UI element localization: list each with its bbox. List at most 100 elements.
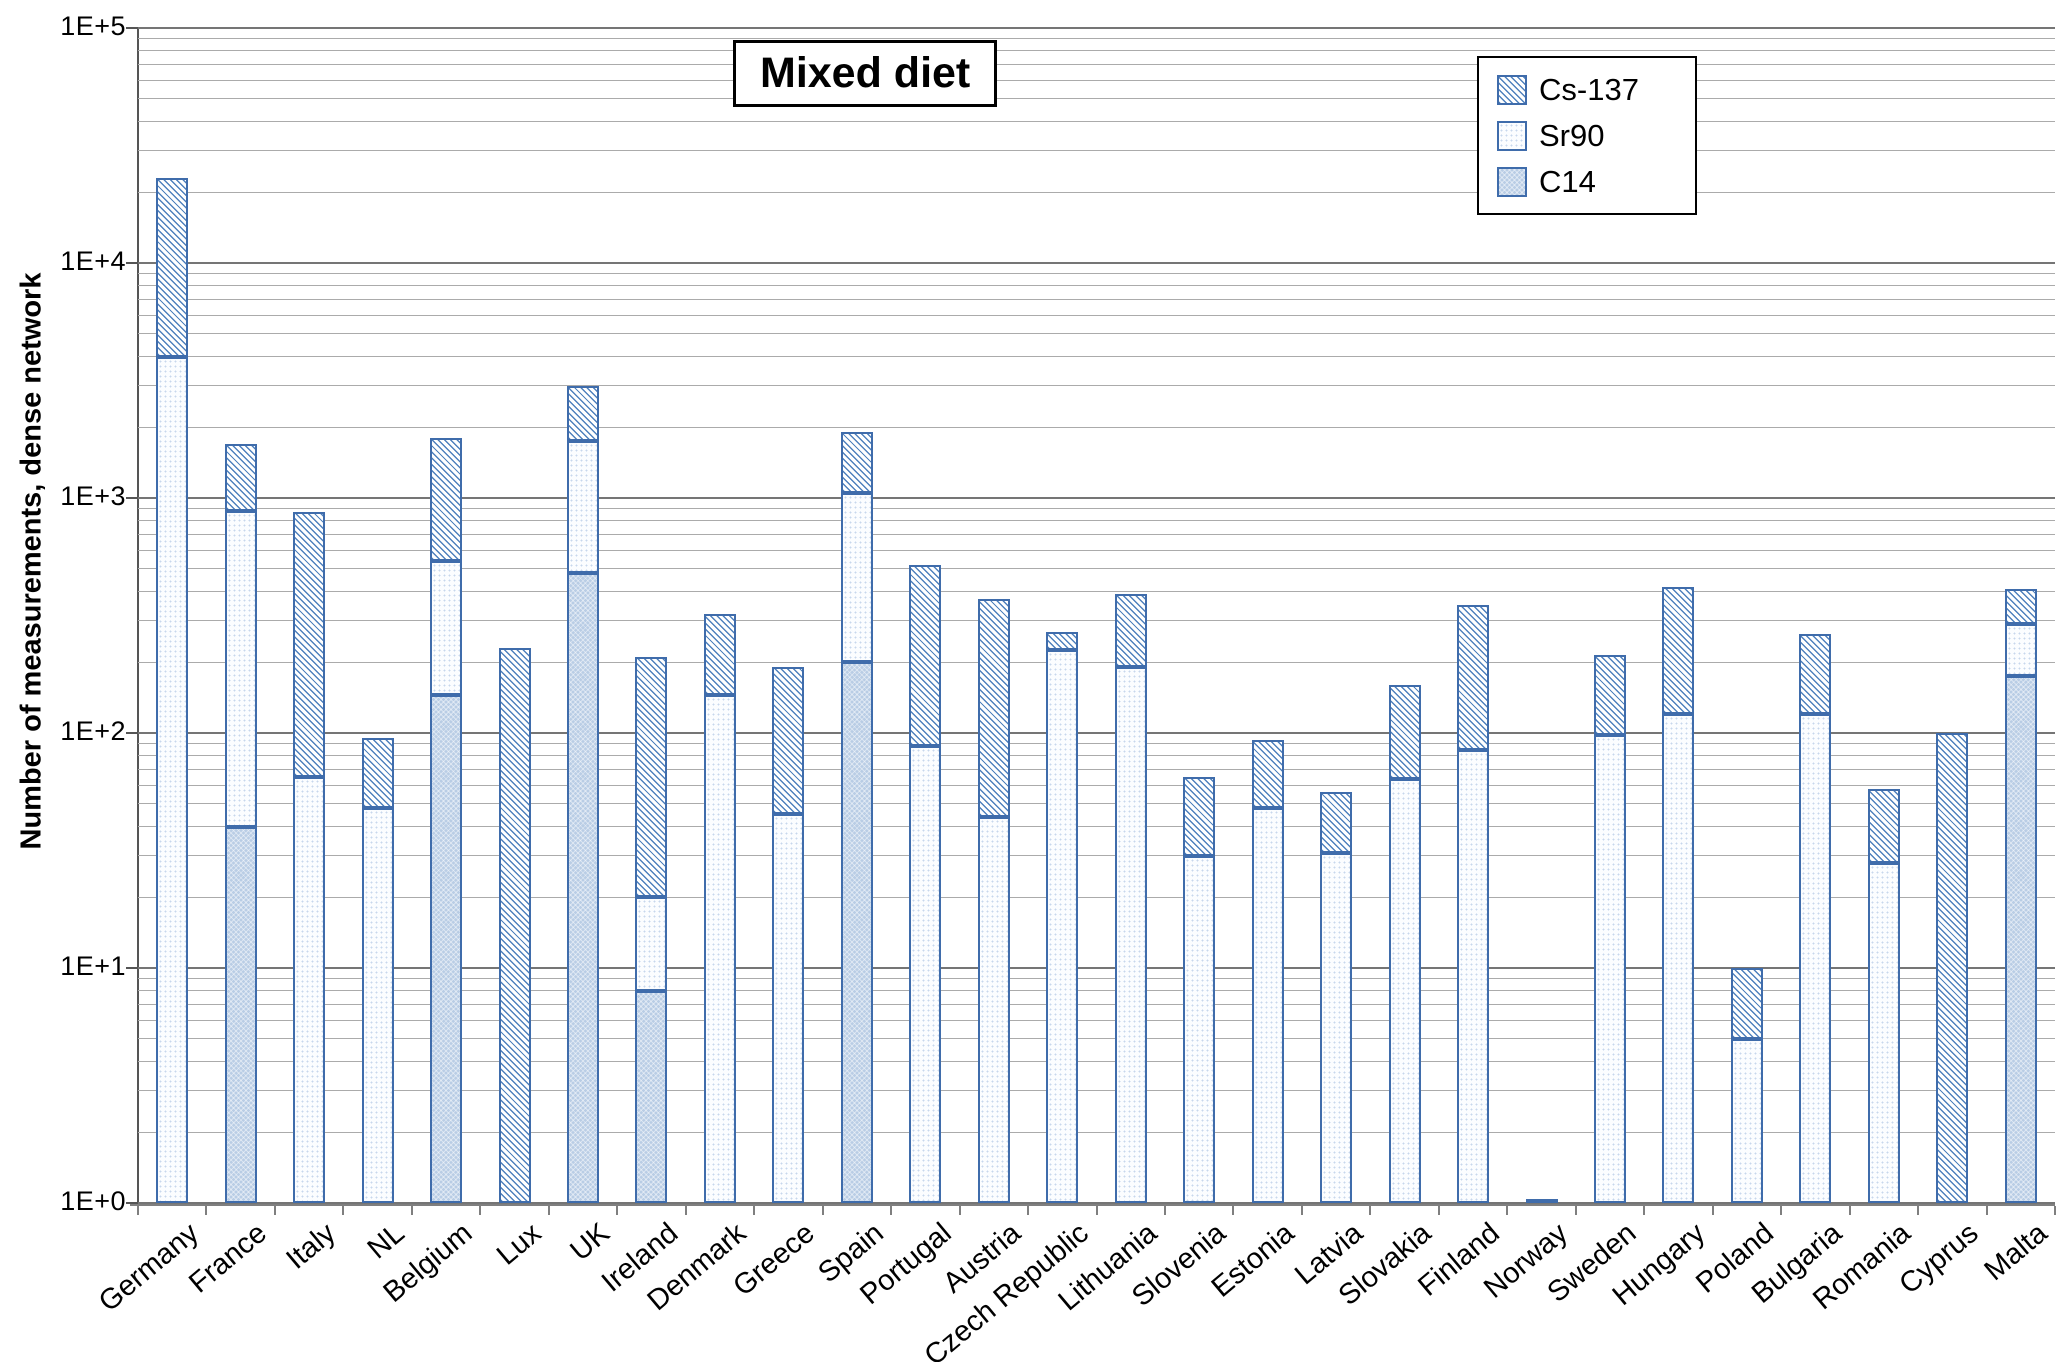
x-axis-tick	[1848, 1206, 1851, 1215]
minor-gridline	[138, 768, 2055, 770]
y-axis-tick	[126, 262, 138, 264]
bar-segment-sr90	[1251, 807, 1284, 1203]
bar-segment-cs137	[1251, 740, 1284, 808]
bar-segment-cs137	[840, 432, 873, 493]
sr90-dot-swatch-icon	[1497, 120, 1527, 151]
legend-item-sr90: Sr90	[1497, 120, 1675, 151]
minor-gridline	[138, 803, 2055, 805]
bar-segment-c14	[2004, 675, 2037, 1203]
minor-gridline	[138, 79, 2055, 81]
minor-gridline	[138, 826, 2055, 828]
bar-segment-sr90	[567, 440, 600, 573]
minor-gridline	[138, 1131, 2055, 1133]
y-axis-tick	[126, 27, 138, 29]
minor-gridline	[138, 38, 2055, 40]
bar-segment-cs137	[498, 647, 531, 1203]
minor-gridline	[138, 1003, 2055, 1005]
minor-gridline	[138, 978, 2055, 980]
x-axis-tick	[753, 1206, 756, 1215]
bar-segment-cs137	[361, 738, 394, 808]
bar-segment-sr90	[977, 816, 1010, 1203]
bar-segment-cs137	[1593, 654, 1626, 736]
bar-segment-sr90	[224, 511, 257, 827]
x-category-label: Lux	[490, 1217, 548, 1272]
bar-segment-sr90	[293, 776, 326, 1203]
x-axis-tick	[1027, 1206, 1030, 1215]
x-axis-tick	[1711, 1206, 1714, 1215]
y-tick-label: 1E+0	[60, 1185, 126, 1216]
y-tick-label: 1E+4	[60, 245, 126, 276]
y-axis-line	[137, 28, 139, 1205]
bar-segment-cs137	[430, 438, 463, 561]
bar-segment-c14	[840, 662, 873, 1203]
y-tick-label: 1E+1	[60, 950, 126, 981]
minor-gridline	[138, 549, 2055, 551]
minor-gridline	[138, 98, 2055, 100]
minor-gridline	[138, 426, 2055, 428]
bar-segment-c14	[430, 695, 463, 1203]
y-tick-label: 1E+3	[60, 480, 126, 511]
bar-segment-cs137	[909, 564, 942, 747]
minor-gridline	[138, 273, 2055, 275]
x-category-label: Cyprus	[1893, 1217, 1985, 1301]
minor-gridline	[138, 385, 2055, 387]
minor-gridline	[138, 121, 2055, 123]
x-axis-tick	[137, 1206, 139, 1215]
bar-segment-sr90	[1457, 749, 1490, 1203]
x-category-label: Germany	[92, 1217, 205, 1319]
bar-segment-cs137	[156, 177, 189, 357]
x-category-label: Italy	[280, 1217, 342, 1276]
x-axis-tick	[1985, 1206, 1988, 1215]
legend-label-sr90: Sr90	[1539, 118, 1605, 153]
x-category-label: UK	[564, 1217, 616, 1268]
bar-segment-sr90	[430, 560, 463, 696]
bar-segment-cs137	[1320, 792, 1353, 853]
x-axis-tick	[616, 1206, 619, 1215]
bar-segment-sr90	[1183, 855, 1216, 1203]
minor-gridline	[138, 755, 2055, 757]
bar-segment-sr90	[1662, 714, 1695, 1203]
x-axis-tick	[1232, 1206, 1235, 1215]
bar-segment-sr90	[703, 695, 736, 1203]
minor-gridline	[138, 520, 2055, 522]
x-axis-tick	[1780, 1206, 1783, 1215]
major-gridline	[138, 27, 2055, 29]
x-axis-tick	[410, 1206, 413, 1215]
minor-gridline	[138, 1061, 2055, 1063]
x-axis-tick	[1369, 1206, 1372, 1215]
bar-segment-sr90	[361, 807, 394, 1203]
bar-segment-c14	[224, 826, 257, 1203]
minor-gridline	[138, 743, 2055, 745]
bar-segment-cs137	[1183, 776, 1216, 856]
minor-gridline	[138, 50, 2055, 52]
minor-gridline	[138, 150, 2055, 152]
y-tick-label: 1E+5	[60, 10, 126, 41]
y-axis-tick	[126, 497, 138, 499]
minor-gridline	[138, 591, 2055, 593]
major-gridline	[138, 732, 2055, 734]
major-gridline	[138, 262, 2055, 264]
bar-segment-sr90	[1388, 778, 1421, 1203]
minor-gridline	[138, 333, 2055, 335]
bar-segment-sr90	[1114, 667, 1147, 1203]
y-tick-label: 1E+2	[60, 715, 126, 746]
minor-gridline	[138, 990, 2055, 992]
minor-gridline	[138, 356, 2055, 358]
x-axis-tick	[1163, 1206, 1166, 1215]
x-axis-tick	[205, 1206, 208, 1215]
y-axis-tick	[126, 732, 138, 734]
minor-gridline	[138, 533, 2055, 535]
legend-label-c14: C14	[1539, 164, 1596, 199]
y-axis-title: Number of measurements, dense network	[15, 272, 48, 850]
minor-gridline	[138, 285, 2055, 287]
minor-gridline	[138, 508, 2055, 510]
bar-segment-sr90-sliver	[1525, 1199, 1558, 1203]
x-axis-tick	[2054, 1206, 2056, 1215]
bar-segment-sr90	[1730, 1038, 1763, 1203]
bar-segment-cs137	[1046, 631, 1079, 651]
x-axis-tick	[342, 1206, 345, 1215]
minor-gridline	[138, 1019, 2055, 1021]
bar-segment-cs137	[1457, 605, 1490, 750]
bar-segment-cs137	[1867, 788, 1900, 863]
bar-segment-sr90	[635, 897, 668, 991]
